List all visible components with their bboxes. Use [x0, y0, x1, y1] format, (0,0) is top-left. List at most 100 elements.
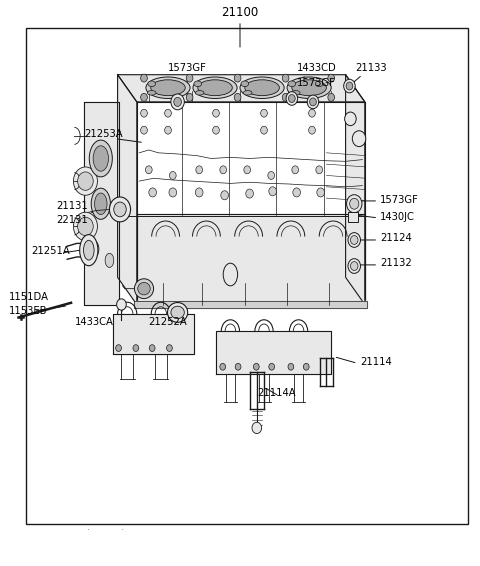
Ellipse shape — [151, 80, 185, 96]
Text: 1151DA: 1151DA — [9, 292, 48, 302]
Text: 21133: 21133 — [355, 63, 387, 73]
Circle shape — [328, 74, 335, 82]
Circle shape — [195, 188, 203, 197]
Polygon shape — [137, 102, 365, 305]
Circle shape — [350, 261, 358, 271]
Circle shape — [307, 95, 319, 109]
Ellipse shape — [84, 240, 94, 260]
Circle shape — [234, 93, 241, 101]
Ellipse shape — [223, 263, 238, 286]
Circle shape — [261, 109, 267, 117]
Text: 21114: 21114 — [360, 357, 392, 367]
Circle shape — [220, 363, 226, 370]
Circle shape — [346, 82, 353, 90]
Ellipse shape — [287, 77, 331, 98]
Text: 21131: 21131 — [57, 200, 88, 211]
Circle shape — [244, 166, 251, 174]
Ellipse shape — [168, 302, 188, 323]
Circle shape — [174, 97, 181, 106]
Circle shape — [350, 235, 358, 245]
Circle shape — [269, 363, 275, 370]
Circle shape — [261, 126, 267, 134]
Text: 1433CD: 1433CD — [297, 63, 336, 73]
Ellipse shape — [91, 188, 110, 219]
Text: 22131: 22131 — [57, 215, 88, 225]
Circle shape — [309, 109, 315, 117]
Text: 1573GF: 1573GF — [168, 63, 206, 73]
Circle shape — [220, 166, 227, 174]
Polygon shape — [137, 214, 365, 305]
Circle shape — [352, 131, 366, 147]
Ellipse shape — [146, 77, 190, 98]
Circle shape — [235, 363, 241, 370]
Ellipse shape — [245, 80, 279, 96]
Ellipse shape — [194, 81, 202, 87]
Text: .          .: . . — [87, 522, 124, 532]
Text: 1573GF: 1573GF — [380, 195, 419, 205]
Text: 21124: 21124 — [380, 233, 412, 243]
Circle shape — [73, 212, 97, 241]
Circle shape — [282, 93, 289, 101]
Ellipse shape — [240, 77, 284, 98]
Polygon shape — [216, 331, 331, 374]
Ellipse shape — [292, 80, 326, 96]
Text: 1153EB: 1153EB — [9, 306, 47, 316]
Ellipse shape — [198, 80, 232, 96]
Circle shape — [169, 171, 176, 179]
Ellipse shape — [171, 306, 184, 319]
Polygon shape — [118, 75, 365, 102]
Circle shape — [293, 188, 300, 197]
Circle shape — [345, 112, 356, 126]
Ellipse shape — [195, 91, 204, 95]
Ellipse shape — [80, 234, 98, 265]
Circle shape — [116, 345, 121, 351]
Circle shape — [145, 166, 152, 174]
Circle shape — [252, 422, 262, 434]
Ellipse shape — [105, 253, 114, 267]
Circle shape — [317, 188, 324, 197]
Circle shape — [141, 126, 147, 134]
Text: 21100: 21100 — [221, 6, 259, 19]
Circle shape — [253, 363, 259, 370]
Circle shape — [117, 299, 126, 310]
Circle shape — [292, 166, 299, 174]
Ellipse shape — [193, 77, 237, 98]
Text: 21252A: 21252A — [148, 317, 187, 327]
Ellipse shape — [147, 91, 156, 95]
Circle shape — [309, 126, 315, 134]
Text: 21253A: 21253A — [84, 128, 122, 139]
Circle shape — [316, 166, 323, 174]
Circle shape — [186, 74, 193, 82]
Text: 21114A: 21114A — [257, 388, 295, 398]
Circle shape — [169, 188, 177, 197]
Circle shape — [268, 171, 275, 179]
Polygon shape — [134, 301, 367, 308]
Polygon shape — [118, 75, 137, 305]
Circle shape — [78, 217, 93, 235]
Circle shape — [78, 172, 93, 190]
Circle shape — [141, 74, 147, 82]
Ellipse shape — [95, 193, 107, 215]
Ellipse shape — [93, 146, 108, 171]
Circle shape — [186, 93, 193, 101]
Ellipse shape — [291, 91, 300, 95]
Circle shape — [141, 93, 147, 101]
Circle shape — [349, 198, 359, 209]
Text: 1430JC: 1430JC — [380, 212, 415, 222]
Ellipse shape — [315, 81, 323, 87]
Circle shape — [73, 167, 97, 195]
Circle shape — [344, 79, 355, 93]
Circle shape — [196, 166, 203, 174]
Circle shape — [109, 197, 131, 222]
Circle shape — [221, 191, 228, 200]
Circle shape — [171, 94, 184, 110]
Ellipse shape — [288, 81, 296, 87]
Circle shape — [348, 259, 360, 273]
Circle shape — [246, 189, 253, 198]
FancyBboxPatch shape — [348, 212, 358, 222]
Ellipse shape — [134, 279, 154, 299]
Circle shape — [213, 109, 219, 117]
Circle shape — [141, 109, 147, 117]
Polygon shape — [84, 102, 119, 305]
Ellipse shape — [243, 91, 252, 95]
